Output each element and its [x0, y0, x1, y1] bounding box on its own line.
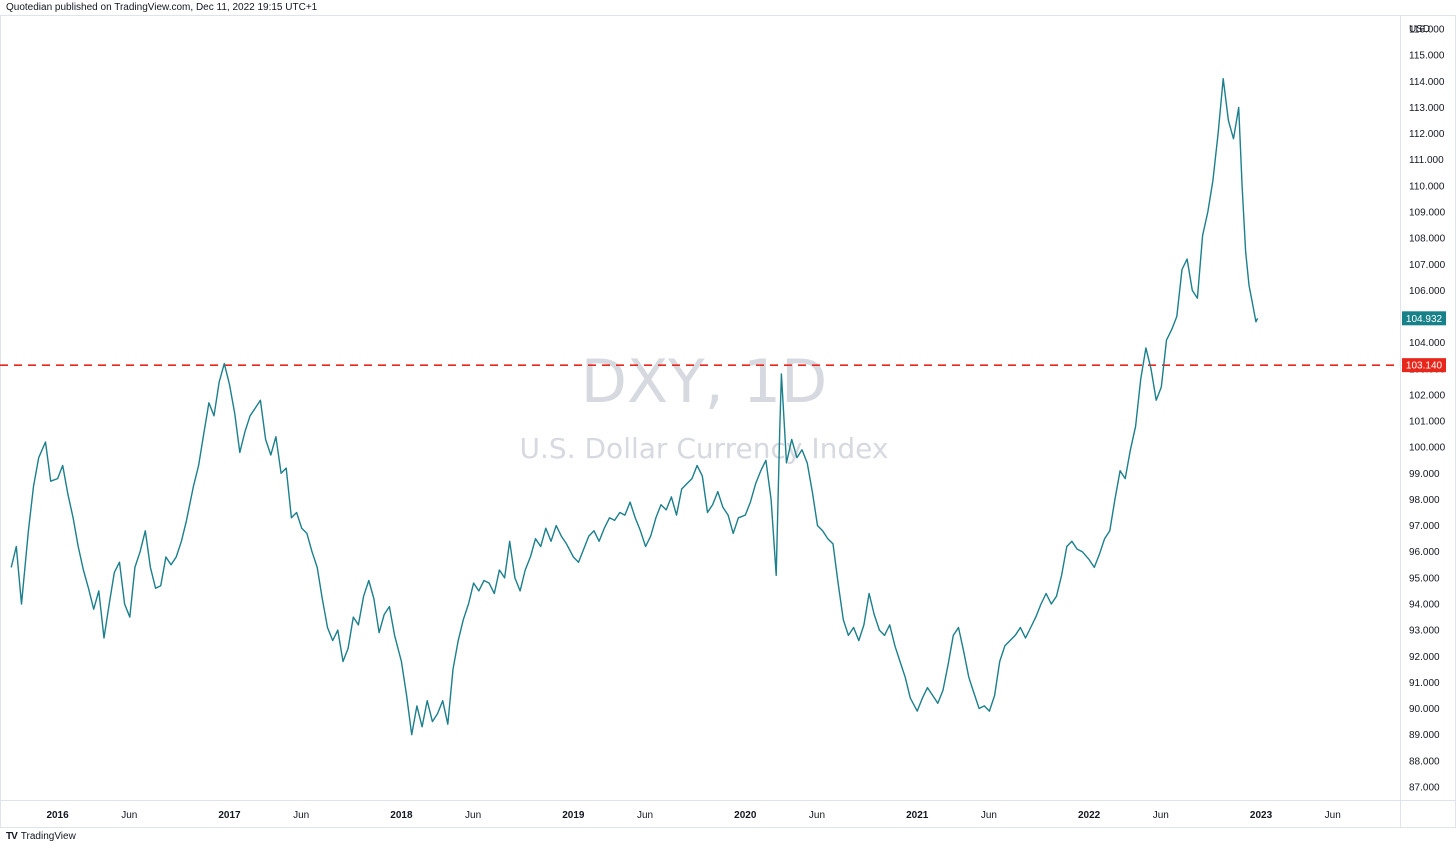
price-badges: 104.932 103.140 — [1402, 311, 1446, 373]
level-price-badge-label: 103.140 — [1406, 361, 1443, 372]
time-tick-label: Jun — [981, 810, 997, 821]
price-tick-label: 101.000 — [1409, 417, 1446, 428]
tradingview-logo[interactable]: TV TradingView — [6, 831, 76, 842]
price-axis-currency: USD — [1409, 24, 1430, 35]
time-tick-label: Jun — [1153, 810, 1169, 821]
price-tick-label: 89.000 — [1409, 730, 1440, 741]
price-tick-label: 99.000 — [1409, 469, 1440, 480]
price-tick-label: 115.000 — [1409, 51, 1445, 62]
price-tick-label: 106.000 — [1409, 286, 1446, 297]
time-tick-label: Jun — [465, 810, 481, 821]
time-tick-label: 2023 — [1250, 810, 1273, 821]
symbol-watermark: DXY, 1D U.S. Dollar Currency Index — [520, 347, 889, 465]
price-tick-label: 95.000 — [1409, 573, 1440, 584]
last-price-badge-label: 104.932 — [1406, 314, 1443, 325]
price-tick-label: 112.000 — [1409, 129, 1445, 140]
price-tick-label: 97.000 — [1409, 521, 1440, 532]
price-tick-label: 88.000 — [1409, 756, 1440, 767]
price-tick-label: 91.000 — [1409, 678, 1440, 689]
price-tick-label: 108.000 — [1409, 234, 1446, 245]
attribution-text: Quotedian published on TradingView.com, … — [6, 2, 318, 13]
time-tick-label: Jun — [809, 810, 825, 821]
price-tick-label: 104.000 — [1409, 338, 1446, 349]
price-tick-label: 114.000 — [1409, 77, 1445, 88]
chart-frame — [0, 15, 1456, 828]
level-price-badge-bg — [1402, 358, 1446, 373]
price-tick-label: 94.000 — [1409, 600, 1440, 611]
time-tick-label: 2017 — [218, 810, 241, 821]
price-tick-label: 90.000 — [1409, 704, 1440, 715]
price-tick-label: 87.000 — [1409, 782, 1440, 793]
price-tick-label: 92.000 — [1409, 652, 1440, 663]
time-tick-label: Jun — [637, 810, 653, 821]
watermark-name: U.S. Dollar Currency Index — [520, 432, 889, 465]
time-tick-label: Jun — [293, 810, 309, 821]
price-axis-ticks: 87.000 88.000 89.000 90.000 91.000 92.000 93.0… — [1409, 25, 1446, 794]
last-price-badge-bg — [1402, 311, 1446, 326]
price-tick-label: 96.000 — [1409, 547, 1440, 558]
price-tick-label: 107.000 — [1409, 260, 1446, 271]
price-tick-label: 116.000 — [1409, 25, 1445, 36]
time-tick-label: 2018 — [390, 810, 413, 821]
price-tick-label: 113.000 — [1409, 103, 1445, 114]
price-tick-label: 110.000 — [1409, 181, 1445, 192]
price-tick-label: 100.000 — [1409, 443, 1446, 454]
time-tick-label: 2020 — [734, 810, 757, 821]
price-tick-label: 109.000 — [1409, 208, 1446, 219]
price-tick-label: 102.000 — [1409, 390, 1446, 401]
time-tick-label: 2016 — [46, 810, 69, 821]
time-tick-label: Jun — [121, 810, 137, 821]
time-axis-ticks: 2016 Jun 2017 Jun 2018 Jun 2019 Jun 2020 Jun 2021 J… — [46, 810, 1340, 821]
time-tick-label: 2019 — [562, 810, 585, 821]
price-tick-label: 93.000 — [1409, 626, 1440, 637]
dxy-price-line — [10, 78, 1259, 736]
price-tick-label: 98.000 — [1409, 495, 1440, 506]
tradingview-mark-icon: TV — [6, 831, 18, 842]
time-tick-label: 2021 — [906, 810, 929, 821]
tradingview-logo-text: TradingView — [20, 831, 76, 842]
time-tick-label: 2022 — [1078, 810, 1101, 821]
price-tick-label: 111.000 — [1409, 155, 1444, 166]
time-tick-label: Jun — [1325, 810, 1341, 821]
watermark-symbol: DXY, 1D — [581, 347, 827, 417]
